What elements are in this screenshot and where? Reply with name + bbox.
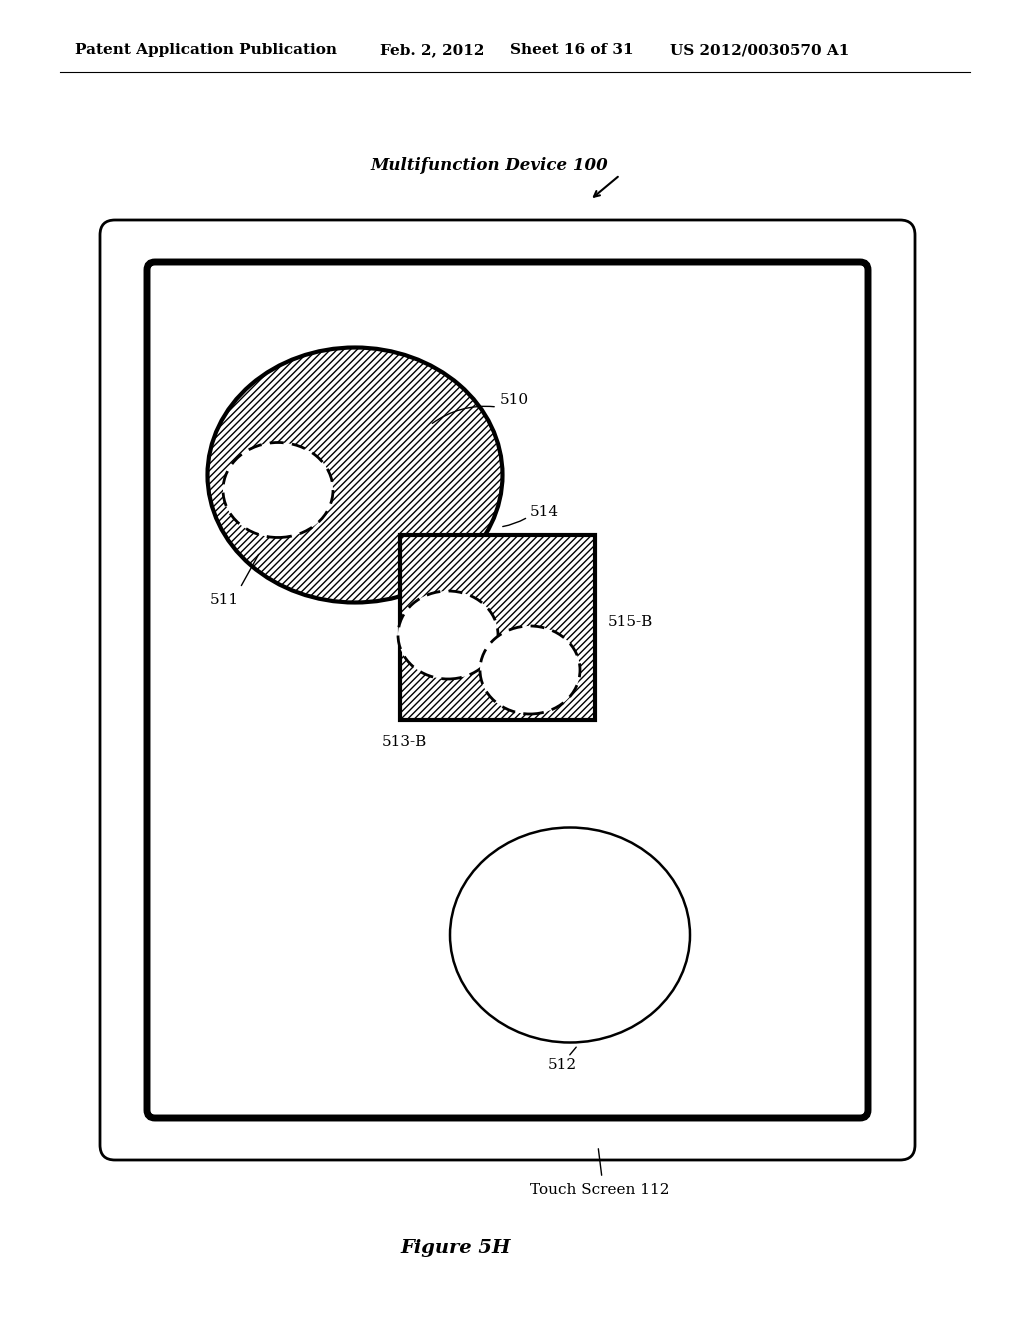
Text: Touch Screen 112: Touch Screen 112 — [530, 1183, 670, 1197]
Text: Multifunction Device 100: Multifunction Device 100 — [370, 157, 608, 173]
Bar — [400, 535, 595, 719]
Ellipse shape — [398, 591, 498, 678]
Ellipse shape — [208, 347, 503, 602]
Text: Figure 5H: Figure 5H — [400, 1239, 510, 1257]
Ellipse shape — [480, 626, 580, 714]
Text: 515-B: 515-B — [608, 615, 653, 630]
Text: 514: 514 — [530, 506, 559, 519]
Text: 510: 510 — [500, 393, 529, 407]
Text: 511: 511 — [210, 593, 240, 607]
Text: US 2012/0030570 A1: US 2012/0030570 A1 — [670, 44, 849, 57]
Ellipse shape — [223, 442, 333, 537]
FancyBboxPatch shape — [147, 261, 868, 1118]
Ellipse shape — [450, 828, 690, 1043]
Text: Sheet 16 of 31: Sheet 16 of 31 — [510, 44, 634, 57]
FancyBboxPatch shape — [100, 220, 915, 1160]
Text: 513-B: 513-B — [382, 735, 427, 748]
Text: 512: 512 — [548, 1059, 578, 1072]
Text: Feb. 2, 2012: Feb. 2, 2012 — [380, 44, 484, 57]
Text: Patent Application Publication: Patent Application Publication — [75, 44, 337, 57]
